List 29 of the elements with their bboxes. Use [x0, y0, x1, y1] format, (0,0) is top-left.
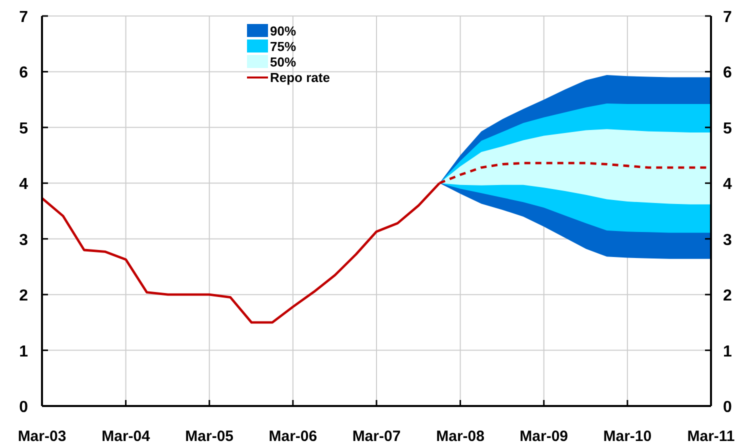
x-tick-label: Mar-08 — [436, 428, 484, 445]
y2-tick-label: 6 — [723, 64, 732, 82]
legend-label: 90% — [270, 24, 296, 38]
legend-label: Repo rate — [270, 70, 330, 85]
legend-label: 50% — [270, 54, 296, 70]
y-tick-label: 5 — [19, 120, 28, 138]
y-tick-label: 4 — [19, 176, 28, 194]
y2-tick-label: 3 — [723, 232, 732, 249]
y-tick-label: 6 — [19, 64, 28, 82]
y-tick-label: 0 — [19, 399, 28, 416]
x-tick-label: Mar-11 — [687, 428, 735, 445]
y2-tick-label: 4 — [723, 176, 732, 194]
x-tick-label: Mar-07 — [352, 428, 401, 445]
y2-tick-label: 7 — [723, 9, 732, 26]
y-tick-label: 2 — [19, 288, 28, 305]
x-tick-label: Mar-09 — [520, 428, 568, 445]
y2-tick-label: 2 — [723, 288, 732, 305]
y2-tick-label: 1 — [723, 343, 732, 360]
y-tick-label: 3 — [19, 232, 28, 249]
y2-tick-label: 5 — [723, 120, 732, 138]
y2-tick-label: 0 — [723, 399, 732, 416]
x-tick-label: Mar-06 — [268, 428, 318, 445]
x-tick-label: Mar-05 — [185, 428, 234, 445]
y-tick-label: 7 — [19, 9, 28, 26]
x-tick-label: Mar-03 — [18, 428, 66, 445]
legend-label: 75% — [270, 39, 296, 54]
x-tick-label: Mar-04 — [102, 428, 151, 445]
y-tick-label: 1 — [19, 343, 28, 360]
x-tick-label: Mar-10 — [603, 428, 652, 445]
